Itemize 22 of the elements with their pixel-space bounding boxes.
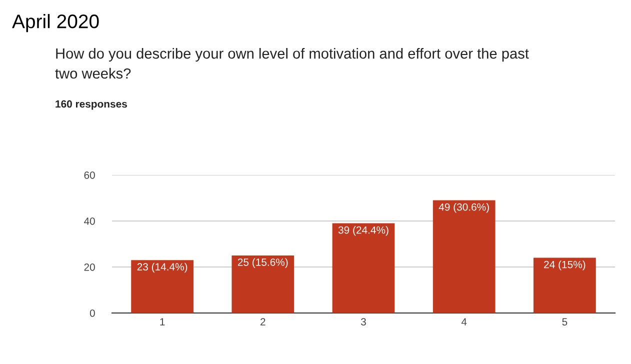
y-tick-label: 20 <box>84 264 95 271</box>
x-tick-label: 2 <box>260 318 266 326</box>
bar <box>432 200 496 313</box>
data-label: 25 (15.6%) <box>238 258 288 268</box>
data-label: 49 (30.6%) <box>438 203 489 213</box>
x-tick-label: 5 <box>562 318 568 326</box>
bar <box>131 260 194 313</box>
chart-title: How do you describe your own level of motivation and effort over the past two weeks? <box>55 48 529 79</box>
chart-subtitle: 160 responses <box>56 100 127 110</box>
x-tick-label: 4 <box>461 318 467 326</box>
text: April 2020 <box>12 14 99 32</box>
y-tick-label: 60 <box>84 172 95 179</box>
data-label: 24 (15%) <box>544 260 586 270</box>
data-label: 39 (24.4%) <box>338 226 388 236</box>
bar <box>534 258 596 313</box>
data-label: 23 (14.4%) <box>137 262 188 273</box>
bar <box>232 256 294 313</box>
y-tick-label: 40 <box>84 218 95 225</box>
bar <box>332 223 395 313</box>
x-tick-label: 1 <box>160 318 165 326</box>
y-tick-label: 0 <box>90 310 95 317</box>
x-tick-label: 3 <box>361 318 366 326</box>
